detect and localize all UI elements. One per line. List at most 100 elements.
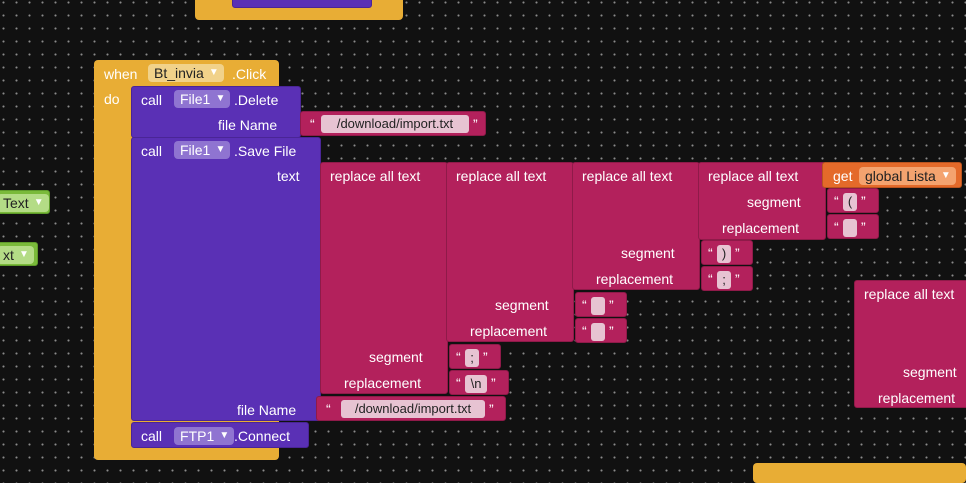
close-quote: ” xyxy=(489,401,494,417)
close-quote: ” xyxy=(861,219,866,235)
replace-all-text-block-1[interactable]: replace all text segment replacement xyxy=(320,162,448,394)
replace-label-1: replace all text xyxy=(330,168,421,184)
open-quote: “ xyxy=(708,271,713,287)
segment-value-2[interactable] xyxy=(591,297,605,315)
segment-string-1[interactable]: “ ; ” xyxy=(449,344,501,369)
get-keyword: get xyxy=(833,168,853,184)
close-quote: ” xyxy=(735,271,740,287)
segment-string-3[interactable]: “ ) ” xyxy=(701,240,753,265)
save-method-label: .Save File xyxy=(234,143,297,159)
close-quote: ” xyxy=(609,323,614,339)
replacement-string-3[interactable]: “ ; ” xyxy=(701,266,753,291)
segment-value-4[interactable]: ( xyxy=(843,193,857,211)
replacement-string-2[interactable]: “ ” xyxy=(575,318,627,343)
open-quote: “ xyxy=(456,375,461,391)
side-text-dropdown-1[interactable]: Text ▼ xyxy=(0,194,49,212)
replace-label-4: replace all text xyxy=(708,168,799,184)
replacement-value-3[interactable]: ; xyxy=(717,271,731,289)
chevron-down-icon: ▼ xyxy=(940,170,951,181)
open-quote: “ xyxy=(708,245,713,261)
segment-label-1: segment xyxy=(369,349,423,365)
call-keyword: call xyxy=(141,92,163,108)
replace-all-text-block-4[interactable]: replace all text segment replacement xyxy=(698,162,826,240)
delete-filename-value[interactable]: /download/import.txt xyxy=(321,115,469,133)
replacement-value-1[interactable]: \n xyxy=(465,375,487,393)
save-filename-value[interactable]: /download/import.txt xyxy=(341,400,485,418)
side-text-dropdown-2[interactable]: xt ▼ xyxy=(0,246,34,264)
connect-component-label: FTP1 xyxy=(180,428,215,444)
close-quote: ” xyxy=(609,297,614,313)
replace-label-2: replace all text xyxy=(456,168,547,184)
do-keyword: do xyxy=(104,91,120,107)
close-quote: ” xyxy=(491,375,496,391)
replace-all-text-block-3[interactable]: replace all text segment replacement xyxy=(572,162,700,290)
right-segment-label: segment xyxy=(903,364,957,380)
chevron-down-icon: ▼ xyxy=(208,67,219,78)
delete-filename-label: file Name xyxy=(218,117,278,133)
side-text-label-2: xt xyxy=(3,247,14,263)
close-quote: ” xyxy=(483,349,488,365)
save-text-label: text xyxy=(277,168,300,184)
save-filename-label: file Name xyxy=(237,402,297,418)
close-quote: ” xyxy=(735,245,740,261)
event-component-label: Bt_invia xyxy=(154,65,204,81)
replacement-value-4[interactable] xyxy=(843,219,857,237)
delete-component-label: File1 xyxy=(180,91,211,107)
segment-string-2[interactable]: “ ” xyxy=(575,292,627,317)
chevron-down-icon: ▼ xyxy=(215,93,226,104)
partial-event-block-bottom[interactable] xyxy=(753,463,966,483)
partial-procedure-block-top[interactable] xyxy=(232,0,372,8)
connect-method-label: .Connect xyxy=(234,428,291,444)
variable-name-label: global Lista xyxy=(865,168,936,184)
segment-label-4: segment xyxy=(747,194,801,210)
right-replacement-label: replacement xyxy=(878,390,956,406)
replacement-label-1: replacement xyxy=(344,375,422,391)
replace-label-3: replace all text xyxy=(582,168,673,184)
open-quote: “ xyxy=(582,323,587,339)
save-component-label: File1 xyxy=(180,142,211,158)
chevron-down-icon: ▼ xyxy=(33,197,44,208)
delete-method-label: .Delete xyxy=(234,92,279,108)
connect-component-dropdown[interactable]: FTP1 ▼ xyxy=(174,427,235,445)
get-global-variable-block[interactable]: get global Lista ▼ xyxy=(822,162,962,188)
open-quote: “ xyxy=(456,349,461,365)
open-quote: “ xyxy=(582,297,587,313)
segment-value-3[interactable]: ) xyxy=(717,245,731,263)
replacement-value-2[interactable] xyxy=(591,323,605,341)
delete-component-dropdown[interactable]: File1 ▼ xyxy=(174,90,231,108)
chevron-down-icon: ▼ xyxy=(215,144,226,155)
replacement-label-3: replacement xyxy=(596,271,674,287)
replacement-label-4: replacement xyxy=(722,220,800,236)
chevron-down-icon: ▼ xyxy=(18,249,29,260)
ftp-connect-call-block[interactable]: call FTP1 ▼ .Connect xyxy=(131,422,309,448)
replacement-string-4[interactable]: “ ” xyxy=(827,214,879,239)
right-replace-all-text-block[interactable]: replace all text segment replacement xyxy=(854,280,966,408)
side-text-block-1[interactable]: Text ▼ xyxy=(0,190,50,214)
replacement-label-2: replacement xyxy=(470,323,548,339)
segment-label-2: segment xyxy=(495,297,549,313)
save-filename-string-block[interactable]: “ /download/import.txt ” xyxy=(316,396,506,421)
replacement-string-1[interactable]: “ \n ” xyxy=(449,370,509,395)
delete-filename-string-block[interactable]: “ /download/import.txt ” xyxy=(300,111,486,136)
file-save-call-block[interactable]: call File1 ▼ .Save File text file Name xyxy=(131,137,321,421)
segment-string-4[interactable]: “ ( ” xyxy=(827,188,879,213)
side-text-block-2[interactable]: xt ▼ xyxy=(0,242,38,266)
open-quote: “ xyxy=(310,116,315,132)
replace-all-text-block-2[interactable]: replace all text segment replacement xyxy=(446,162,574,342)
open-quote: “ xyxy=(834,193,839,209)
segment-value-1[interactable]: ; xyxy=(465,349,479,367)
open-quote: “ xyxy=(834,219,839,235)
open-quote: “ xyxy=(326,401,331,417)
save-component-dropdown[interactable]: File1 ▼ xyxy=(174,141,231,159)
call-keyword: call xyxy=(141,143,163,159)
segment-label-3: segment xyxy=(621,245,675,261)
close-quote: ” xyxy=(473,116,478,132)
event-name: .Click xyxy=(232,66,267,82)
right-replace-label: replace all text xyxy=(864,286,955,302)
chevron-down-icon: ▼ xyxy=(219,430,230,441)
variable-dropdown[interactable]: global Lista ▼ xyxy=(859,167,956,185)
when-keyword: when xyxy=(104,66,138,82)
file-delete-call-block[interactable]: call File1 ▼ .Delete file Name xyxy=(131,86,301,138)
event-component-dropdown[interactable]: Bt_invia ▼ xyxy=(148,64,224,82)
call-keyword: call xyxy=(141,428,163,444)
